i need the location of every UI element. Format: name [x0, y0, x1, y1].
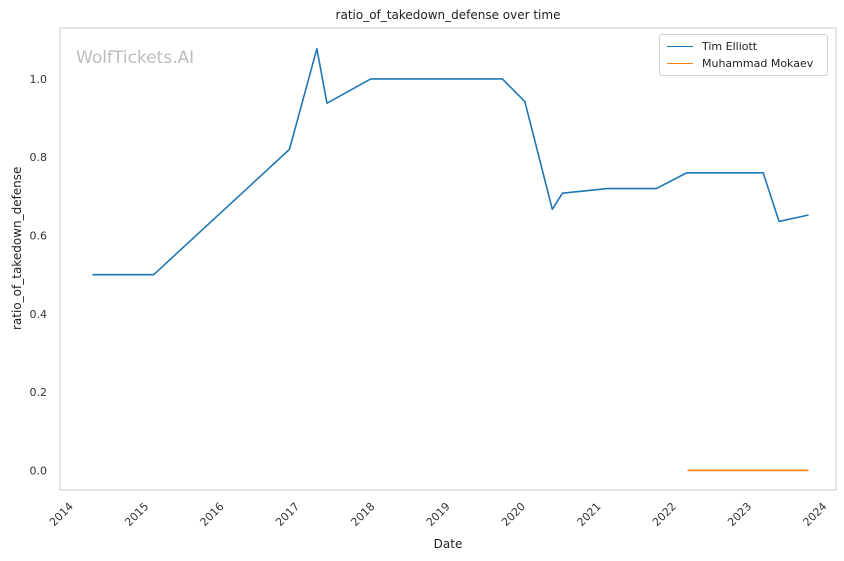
- x-tick-label: 2024: [801, 500, 830, 529]
- y-tick-label: 0.6: [30, 230, 48, 243]
- legend-swatch-tim-elliott: [667, 46, 693, 47]
- x-tick-label: 2019: [424, 500, 453, 529]
- x-tick-label: 2014: [47, 500, 76, 529]
- legend-label-muhammad-mokaev: Muhammad Mokaev: [702, 57, 814, 70]
- y-axis-label: ratio_of_takedown_defense: [10, 166, 24, 330]
- y-tick-label: 1.0: [30, 73, 48, 86]
- x-tick-label: 2016: [198, 500, 227, 529]
- watermark: WolfTickets.AI: [76, 48, 195, 68]
- axis-layer: [59, 27, 837, 491]
- x-tick-label: 2022: [650, 500, 679, 529]
- legend-label-tim-elliott: Tim Elliott: [702, 40, 758, 53]
- series-layer: [92, 47, 809, 472]
- x-tick-label: 2023: [725, 500, 754, 529]
- x-tick-label: 2018: [348, 500, 377, 529]
- x-axis-label: Date: [433, 537, 463, 551]
- chart-title: ratio_of_takedown_defense over time: [335, 8, 561, 22]
- legend-swatch-muhammad-mokaev: [667, 63, 693, 64]
- y-tick-label: 0.4: [30, 308, 48, 321]
- x-tick-label: 2017: [273, 500, 302, 529]
- series-line-tim-elliott: [92, 47, 809, 276]
- legend: Tim Elliott Muhammad Mokaev: [659, 34, 828, 76]
- x-tick-label: 2015: [122, 500, 151, 529]
- y-tick-label: 0.0: [30, 464, 48, 477]
- y-tick-label: 0.8: [30, 151, 48, 164]
- x-tick-label: 2021: [575, 500, 604, 529]
- plot-frame: [59, 27, 837, 491]
- x-tick-label: 2020: [499, 500, 528, 529]
- y-tick-label: 0.2: [30, 386, 48, 399]
